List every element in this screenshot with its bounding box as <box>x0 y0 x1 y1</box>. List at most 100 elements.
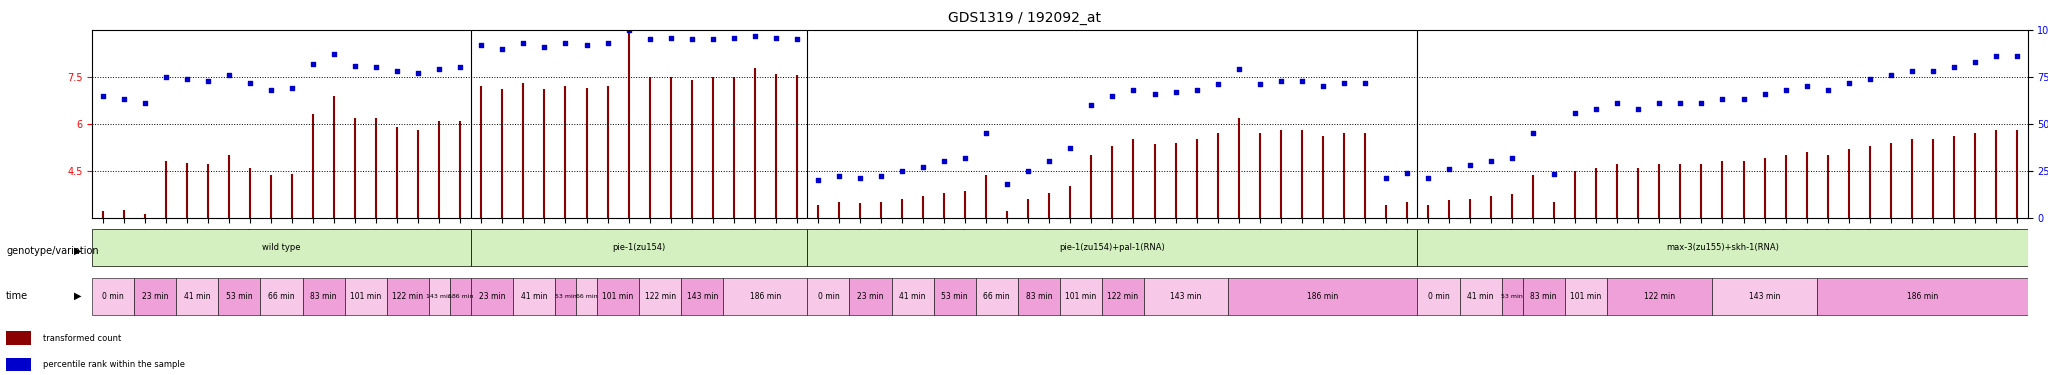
Point <box>780 36 813 42</box>
Text: 122 min: 122 min <box>391 292 424 301</box>
Text: 41 min: 41 min <box>1466 292 1493 301</box>
FancyBboxPatch shape <box>387 278 428 315</box>
FancyBboxPatch shape <box>1608 278 1712 315</box>
Point <box>1538 171 1571 177</box>
FancyBboxPatch shape <box>471 229 807 266</box>
Point <box>444 64 477 70</box>
Point <box>1665 100 1698 106</box>
Point <box>129 100 162 106</box>
Point <box>170 76 203 82</box>
Point <box>1896 68 1929 74</box>
Point <box>971 130 1004 136</box>
Text: 66 min: 66 min <box>575 294 598 299</box>
FancyBboxPatch shape <box>471 278 512 315</box>
FancyBboxPatch shape <box>1501 278 1522 315</box>
Text: 101 min: 101 min <box>1571 292 1602 301</box>
Point <box>86 93 119 99</box>
FancyBboxPatch shape <box>451 278 471 315</box>
Point <box>1980 53 2013 59</box>
FancyBboxPatch shape <box>850 278 891 315</box>
Point <box>1348 80 1380 86</box>
Point <box>928 158 961 164</box>
Text: 101 min: 101 min <box>1065 292 1096 301</box>
Text: GDS1319 / 192092_at: GDS1319 / 192092_at <box>948 11 1100 25</box>
Point <box>1202 81 1235 87</box>
Point <box>1579 106 1612 112</box>
Point <box>1726 96 1759 102</box>
Point <box>948 154 981 160</box>
FancyBboxPatch shape <box>1417 229 2028 266</box>
Point <box>465 42 498 48</box>
Text: 186 min: 186 min <box>1307 292 1339 301</box>
FancyBboxPatch shape <box>598 278 639 315</box>
Point <box>991 181 1024 187</box>
Point <box>276 85 309 91</box>
Point <box>1243 81 1276 87</box>
Point <box>1223 66 1255 72</box>
FancyBboxPatch shape <box>1460 278 1501 315</box>
Text: 53 min: 53 min <box>942 292 969 301</box>
Point <box>739 33 772 39</box>
Text: 66 min: 66 min <box>983 292 1010 301</box>
FancyBboxPatch shape <box>975 278 1018 315</box>
Point <box>885 168 918 174</box>
Point <box>1116 87 1149 93</box>
Text: 122 min: 122 min <box>1645 292 1675 301</box>
FancyBboxPatch shape <box>934 278 975 315</box>
FancyBboxPatch shape <box>176 278 219 315</box>
Point <box>1032 158 1065 164</box>
FancyBboxPatch shape <box>135 278 176 315</box>
Text: 83 min: 83 min <box>311 292 336 301</box>
Point <box>1937 64 1970 70</box>
Text: 0 min: 0 min <box>1427 292 1450 301</box>
Point <box>213 72 246 78</box>
FancyBboxPatch shape <box>575 278 598 315</box>
Point <box>823 173 856 179</box>
Point <box>1139 91 1171 97</box>
Text: 0 min: 0 min <box>817 292 840 301</box>
Point <box>844 175 877 181</box>
Point <box>106 96 139 102</box>
FancyBboxPatch shape <box>219 278 260 315</box>
Point <box>1012 168 1044 174</box>
Point <box>1370 175 1403 181</box>
Point <box>485 46 518 52</box>
Point <box>633 36 666 42</box>
Point <box>1874 72 1907 78</box>
Point <box>864 173 897 179</box>
Point <box>422 66 455 72</box>
Point <box>1749 91 1782 97</box>
Point <box>653 34 686 40</box>
Text: time: time <box>6 291 29 301</box>
Text: ▶: ▶ <box>74 291 82 301</box>
FancyBboxPatch shape <box>1145 278 1229 315</box>
Text: 23 min: 23 min <box>141 292 168 301</box>
FancyBboxPatch shape <box>1565 278 1608 315</box>
Point <box>1622 106 1655 112</box>
Text: 53 min: 53 min <box>555 294 575 299</box>
Point <box>592 40 625 46</box>
Point <box>150 74 182 80</box>
FancyBboxPatch shape <box>1522 278 1565 315</box>
Point <box>254 87 287 93</box>
Point <box>569 42 602 48</box>
Point <box>381 68 414 74</box>
Point <box>317 51 350 57</box>
Text: genotype/variation: genotype/variation <box>6 246 98 256</box>
Bar <box>6 332 31 345</box>
Point <box>1055 145 1087 151</box>
Point <box>1853 76 1886 82</box>
Point <box>1642 100 1675 106</box>
FancyBboxPatch shape <box>1712 278 1817 315</box>
Text: 122 min: 122 min <box>1108 292 1139 301</box>
Text: 41 min: 41 min <box>184 292 211 301</box>
FancyBboxPatch shape <box>891 278 934 315</box>
Text: 53 min: 53 min <box>1501 294 1524 299</box>
Point <box>717 34 750 40</box>
Point <box>1833 80 1866 86</box>
Text: percentile rank within the sample: percentile rank within the sample <box>43 360 184 369</box>
Point <box>696 36 729 42</box>
FancyBboxPatch shape <box>807 278 850 315</box>
Point <box>760 34 793 40</box>
Point <box>549 40 582 46</box>
